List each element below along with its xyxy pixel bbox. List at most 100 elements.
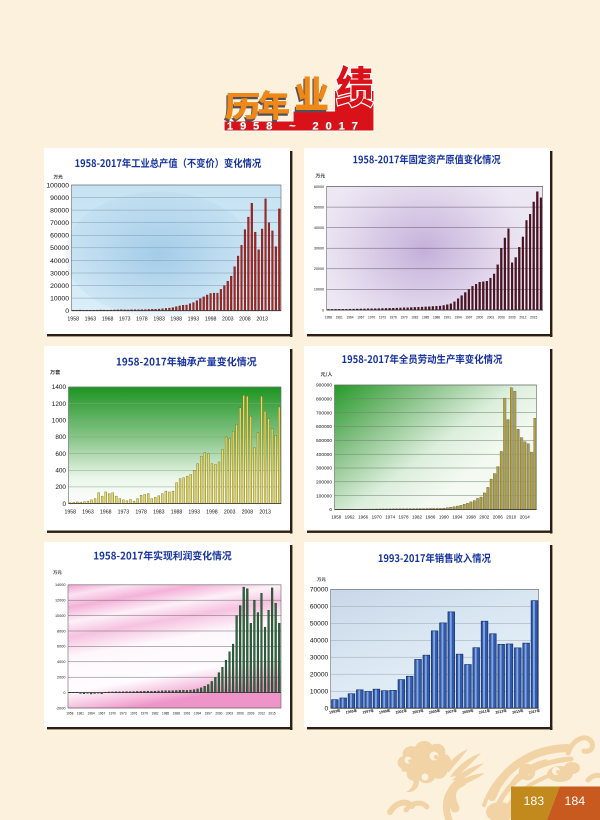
svg-text:1997: 1997 xyxy=(205,712,212,716)
svg-text:1964: 1964 xyxy=(346,316,353,320)
svg-text:2008: 2008 xyxy=(239,317,251,323)
svg-text:6000: 6000 xyxy=(57,645,65,649)
svg-text:1964: 1964 xyxy=(88,712,95,716)
svg-text:1978: 1978 xyxy=(398,515,409,520)
svg-text:300000: 300000 xyxy=(316,466,332,472)
svg-text:1983: 1983 xyxy=(153,510,165,516)
svg-text:200: 200 xyxy=(55,484,66,491)
svg-text:0: 0 xyxy=(329,507,332,513)
svg-text:2015: 2015 xyxy=(269,712,276,716)
svg-text:2013: 2013 xyxy=(259,510,271,516)
svg-text:1973: 1973 xyxy=(119,712,126,716)
svg-text:1997: 1997 xyxy=(465,316,472,320)
svg-text:1985: 1985 xyxy=(422,316,429,320)
svg-text:500000: 500000 xyxy=(316,438,332,444)
svg-text:1970: 1970 xyxy=(372,515,383,520)
svg-text:12000: 12000 xyxy=(55,599,66,603)
svg-text:50000: 50000 xyxy=(314,205,324,209)
svg-text:2003: 2003 xyxy=(222,317,234,323)
svg-text:10000: 10000 xyxy=(310,689,329,696)
svg-text:1958: 1958 xyxy=(65,510,77,516)
svg-text:60000: 60000 xyxy=(50,233,69,240)
svg-text:1986: 1986 xyxy=(425,515,436,520)
svg-text:1976: 1976 xyxy=(130,712,137,716)
svg-text:1974: 1974 xyxy=(385,515,396,520)
svg-text:2003: 2003 xyxy=(224,510,236,516)
svg-text:1968: 1968 xyxy=(100,510,112,516)
svg-text:4000: 4000 xyxy=(57,660,65,664)
svg-text:100000: 100000 xyxy=(316,493,332,499)
svg-text:1958: 1958 xyxy=(67,317,79,323)
svg-text:1970: 1970 xyxy=(109,712,116,716)
svg-text:1962: 1962 xyxy=(345,515,356,520)
svg-text:30000: 30000 xyxy=(314,247,324,251)
svg-text:1966: 1966 xyxy=(358,515,369,520)
svg-text:2008: 2008 xyxy=(242,510,254,516)
svg-text:600000: 600000 xyxy=(316,424,332,430)
svg-text:-2000: -2000 xyxy=(56,706,66,710)
svg-text:90000: 90000 xyxy=(50,195,69,202)
svg-text:70000: 70000 xyxy=(50,220,69,227)
svg-text:1982: 1982 xyxy=(412,515,423,520)
svg-text:20000: 20000 xyxy=(310,672,329,679)
svg-text:1961: 1961 xyxy=(77,712,84,716)
svg-text:1988: 1988 xyxy=(171,510,183,516)
svg-text:1982: 1982 xyxy=(411,316,418,320)
svg-text:900000: 900000 xyxy=(316,383,332,389)
svg-text:40000: 40000 xyxy=(50,258,69,265)
svg-text:1979: 1979 xyxy=(400,316,407,320)
svg-text:2010: 2010 xyxy=(506,515,517,520)
svg-text:50000: 50000 xyxy=(310,621,329,628)
svg-text:1973: 1973 xyxy=(379,316,386,320)
svg-text:0: 0 xyxy=(322,308,324,312)
svg-text:14000: 14000 xyxy=(55,583,66,587)
svg-text:0: 0 xyxy=(63,691,65,695)
svg-text:1976: 1976 xyxy=(390,316,397,320)
svg-text:1958: 1958 xyxy=(325,316,332,320)
svg-text:1994: 1994 xyxy=(452,515,463,520)
svg-text:1968: 1968 xyxy=(102,317,114,323)
svg-text:1973: 1973 xyxy=(119,317,131,323)
svg-text:1998: 1998 xyxy=(205,317,217,323)
svg-text:800000: 800000 xyxy=(316,397,332,403)
svg-text:2006: 2006 xyxy=(498,316,505,320)
svg-text:1973: 1973 xyxy=(118,510,130,516)
svg-text:40000: 40000 xyxy=(314,226,324,230)
svg-text:1998: 1998 xyxy=(466,515,477,520)
svg-text:1200: 1200 xyxy=(52,401,67,408)
svg-text:2003: 2003 xyxy=(226,712,233,716)
svg-text:600: 600 xyxy=(55,451,66,458)
svg-text:2000: 2000 xyxy=(215,712,222,716)
svg-text:30000: 30000 xyxy=(310,655,329,662)
svg-text:1963: 1963 xyxy=(82,510,94,516)
svg-text:60000: 60000 xyxy=(310,604,329,611)
svg-text:10000: 10000 xyxy=(55,614,66,618)
svg-text:1958: 1958 xyxy=(331,515,342,520)
svg-text:10000: 10000 xyxy=(50,296,69,303)
svg-text:1993: 1993 xyxy=(188,317,200,323)
svg-text:1967: 1967 xyxy=(98,712,105,716)
svg-text:1993: 1993 xyxy=(188,510,200,516)
svg-text:80000: 80000 xyxy=(50,208,69,215)
svg-text:1967: 1967 xyxy=(357,316,364,320)
svg-text:20000: 20000 xyxy=(314,267,324,271)
svg-text:8000: 8000 xyxy=(57,629,65,633)
svg-text:50000: 50000 xyxy=(50,245,69,252)
svg-text:60000: 60000 xyxy=(314,185,324,189)
svg-text:2014: 2014 xyxy=(520,515,531,520)
svg-text:0: 0 xyxy=(62,501,66,508)
svg-text:400: 400 xyxy=(55,468,66,475)
svg-text:1978: 1978 xyxy=(136,317,148,323)
svg-text:1979: 1979 xyxy=(141,712,148,716)
svg-text:1998: 1998 xyxy=(206,510,218,516)
svg-text:0: 0 xyxy=(65,308,69,315)
svg-text:70000: 70000 xyxy=(310,587,329,594)
svg-text:2009: 2009 xyxy=(509,316,516,320)
svg-text:1985: 1985 xyxy=(162,712,169,716)
svg-text:2012: 2012 xyxy=(519,316,526,320)
svg-text:1400: 1400 xyxy=(52,384,67,391)
svg-text:184: 184 xyxy=(564,794,585,808)
svg-text:400000: 400000 xyxy=(316,452,332,458)
svg-text:1982: 1982 xyxy=(151,712,158,716)
svg-text:1970: 1970 xyxy=(368,316,375,320)
